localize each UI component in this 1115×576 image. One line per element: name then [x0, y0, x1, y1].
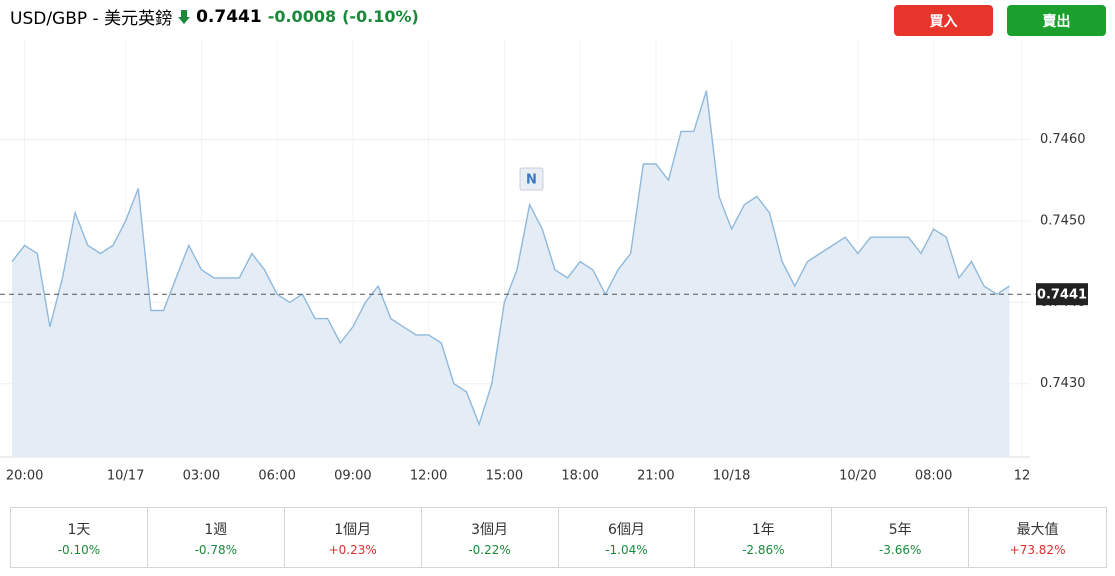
period-change: -0.22% — [468, 542, 511, 557]
y-tick-label: 0.7430 — [1040, 376, 1086, 391]
current-price-label: 0.7441 — [1037, 288, 1087, 303]
period-table: 1天 -0.10% 1週 -0.78% 1個月 +0.23% 3個月 -0.22% 6個月 -1.… — [10, 507, 1107, 568]
period-label: 1年 — [751, 521, 775, 538]
x-tick-label: 21:00 — [637, 469, 674, 484]
change-pct: (-0.10%) — [342, 7, 419, 26]
annotation-box — [519, 167, 544, 191]
period-cell[interactable]: 3個月 -0.22% — [422, 508, 559, 567]
annotation: N — [526, 173, 537, 188]
y-tick-label: 0.7460 — [1040, 132, 1086, 147]
buy-button[interactable]: 買入 — [894, 5, 993, 36]
period-cell[interactable]: 1天 -0.10% — [11, 508, 148, 567]
chart: 0.74300.74400.74500.746020:0010/1703:000… — [0, 40, 1088, 484]
period-label: 1個月 — [334, 521, 372, 538]
period-cell[interactable]: 最大值 +73.82% — [969, 508, 1106, 567]
title: USD/GBP - 美元英鎊 — [10, 9, 173, 29]
period-change: -1.04% — [605, 542, 648, 557]
x-tick-label: 09:00 — [334, 469, 371, 484]
y-tick-label: 0.7450 — [1040, 213, 1086, 228]
x-tick-label: 20:00 — [6, 469, 43, 484]
period-change: -3.66% — [878, 542, 922, 557]
x-tick-label: 06:00 — [258, 469, 295, 484]
period-cell[interactable]: 1週 -0.78% — [148, 508, 285, 567]
x-tick-label: 15:00 — [486, 469, 523, 484]
period-change: -0.10% — [57, 542, 101, 557]
price: 0.7441 — [196, 6, 262, 27]
period-label: 1天 — [67, 521, 91, 538]
x-tick-label: 08:00 — [915, 469, 952, 484]
period-change: +73.82% — [1009, 542, 1066, 557]
x-tick-label: 18:00 — [561, 469, 598, 484]
sell-button[interactable]: 賣出 — [1007, 5, 1106, 36]
period-cell[interactable]: 1個月 +0.23% — [285, 508, 422, 567]
period-label: 1週 — [204, 521, 228, 538]
area — [12, 90, 1010, 457]
period-change: -0.78% — [194, 542, 238, 557]
x-tick-label: 12 — [1014, 469, 1031, 484]
period-change: -2.86% — [742, 542, 785, 557]
period-label: 5年 — [888, 521, 912, 538]
header: USD/GBP - 美元英鎊 0.7441 -0.0008 (-0.10%) — [10, 4, 419, 30]
period-cell[interactable]: 1年 -2.86% — [695, 508, 833, 567]
x-tick-label: 10/20 — [839, 469, 876, 484]
period-label: 最大值 — [1016, 521, 1059, 538]
period-change: +0.23% — [328, 542, 377, 557]
x-tick-label: 10/17 — [107, 469, 144, 484]
x-tick-label: 03:00 — [183, 469, 220, 484]
period-cell[interactable]: 5年 -3.66% — [832, 508, 970, 567]
period-label: 3個月 — [471, 521, 509, 538]
line — [11, 90, 1010, 427]
x-tick-label: 10/18 — [713, 469, 750, 484]
down-arrow — [178, 9, 191, 24]
period-cell[interactable]: 6個月 -1.04% — [559, 508, 696, 567]
current-price-box — [1036, 283, 1088, 306]
period-label: 6個月 — [607, 521, 645, 538]
change: -0.0008 — [267, 7, 337, 26]
x-tick-label: 12:00 — [410, 469, 447, 484]
